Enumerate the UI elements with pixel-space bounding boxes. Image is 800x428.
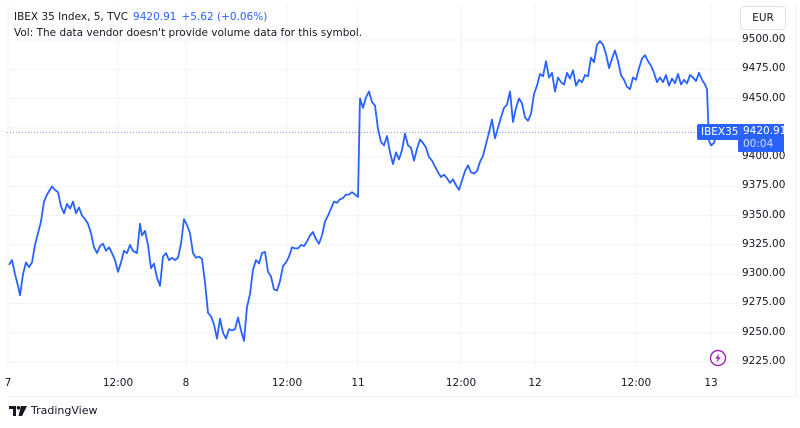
time-scale-label: 12:00 [620, 377, 652, 389]
bar-countdown: 00:04 [743, 138, 774, 150]
price-scale-label: 9500.00 [742, 33, 786, 45]
gridlines [7, 4, 738, 370]
time-scale-label: 11 [351, 377, 365, 389]
price-change: +5.62 (+0.06%) [181, 11, 268, 23]
currency-button[interactable]: EUR [740, 6, 786, 30]
lightning-icon[interactable] [709, 349, 727, 367]
chart-pane[interactable] [7, 4, 797, 397]
time-scale-label: 12:00 [445, 377, 477, 389]
price-scale-label: 9400.00 [742, 150, 786, 163]
volume-note: Vol: The data vendor doesn't provide vol… [14, 27, 363, 39]
price-scale-label: 9325.00 [742, 237, 786, 250]
tradingview-logo-icon [9, 405, 27, 416]
last-price-tag: 9420.91 00:04 [738, 124, 787, 152]
time-scale-label: 12:00 [102, 377, 134, 389]
time-scale-label: 7 [4, 377, 12, 389]
price-scale-label: 9275.00 [742, 296, 786, 309]
price-series-line [8, 40, 718, 342]
time-scale-label: 8 [182, 377, 190, 389]
price-scale-label: 9350.00 [742, 208, 786, 221]
time-scale-label: 12:00 [271, 377, 303, 389]
price-scale-label: 9475.00 [742, 62, 786, 75]
chart-legend: IBEX 35 Index, 5, TVC 9420.91 +5.62 (+0.06… [14, 9, 362, 41]
last-price: 9420.91 [133, 11, 177, 23]
symbol-title[interactable]: IBEX 35 Index, 5, TVC [14, 11, 129, 23]
last-price-tag-value: 9420.91 [743, 125, 787, 137]
brand-name: TradingView [31, 404, 98, 417]
price-scale-label: 9450.00 [742, 91, 786, 104]
time-scale-label: 13 [704, 377, 718, 389]
price-scale-label: 9250.00 [742, 325, 786, 338]
time-scale-label: 12 [528, 377, 542, 389]
price-scale-label: 9300.00 [742, 267, 786, 280]
symbol-tag: IBEX35 [697, 124, 743, 140]
price-scale-label: 9225.00 [742, 355, 786, 367]
tradingview-logo[interactable]: TradingView [9, 404, 97, 417]
price-scale-label: 9375.00 [742, 179, 786, 192]
